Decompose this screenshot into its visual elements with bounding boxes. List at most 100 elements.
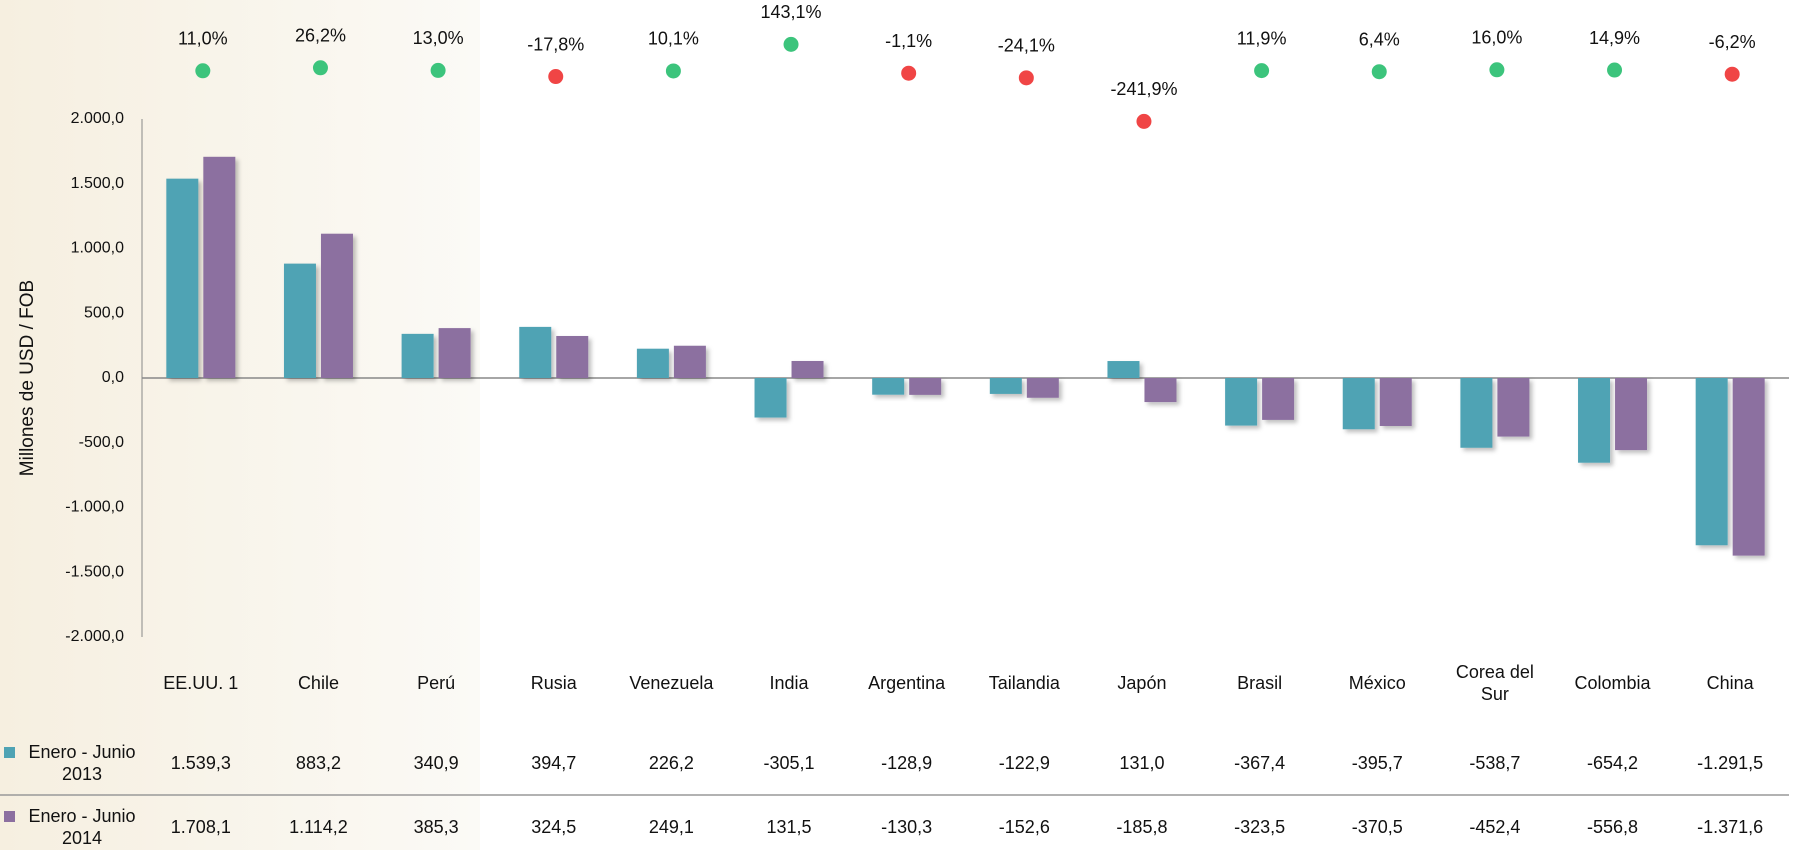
- bar: [166, 179, 198, 378]
- table-value: -370,5: [1352, 816, 1403, 838]
- x-tick-label: Corea del Sur: [1445, 661, 1545, 705]
- table-value: 1.114,2: [289, 816, 348, 838]
- table-value: -305,1: [764, 752, 815, 774]
- x-tick-label: Venezuela: [621, 672, 721, 694]
- bar: [1460, 378, 1492, 448]
- bar: [203, 157, 235, 378]
- x-tick-label: Brasil: [1210, 672, 1310, 694]
- table-value: 131,5: [767, 816, 812, 838]
- x-tick-label: México: [1327, 672, 1427, 694]
- change-label: 10,1%: [648, 29, 699, 49]
- table-value: 394,7: [531, 752, 576, 774]
- table-value: -367,4: [1234, 752, 1285, 774]
- bar: [792, 361, 824, 378]
- change-dot: [431, 63, 446, 78]
- bar: [755, 378, 787, 418]
- x-tick-label: China: [1680, 672, 1780, 694]
- change-dot: [901, 66, 916, 81]
- bar: [321, 234, 353, 378]
- change-dot: [1489, 62, 1504, 77]
- x-tick-label: Colombia: [1563, 672, 1663, 694]
- legend-swatch: [4, 747, 15, 758]
- change-dot: [1254, 63, 1269, 78]
- table-value: 340,9: [414, 752, 459, 774]
- change-dot: [313, 60, 328, 75]
- table-value: -185,8: [1116, 816, 1167, 838]
- table-value: -130,3: [881, 816, 932, 838]
- table-value: -452,4: [1469, 816, 1520, 838]
- legend-swatch: [4, 811, 15, 822]
- change-label: 6,4%: [1359, 29, 1400, 49]
- change-dot: [1607, 63, 1622, 78]
- table-value: 324,5: [531, 816, 576, 838]
- bar: [1733, 378, 1765, 556]
- y-tick-label: 0,0: [102, 369, 124, 386]
- table-value: -556,8: [1587, 816, 1638, 838]
- change-dot: [195, 63, 210, 78]
- table-value: -538,7: [1469, 752, 1520, 774]
- x-tick-label: EE.UU. 1: [151, 672, 251, 694]
- table-value: 226,2: [649, 752, 694, 774]
- change-dot: [784, 37, 799, 52]
- y-tick-label: 1.000,0: [71, 240, 124, 257]
- bar: [1144, 378, 1176, 402]
- change-label: -24,1%: [998, 36, 1055, 56]
- bar: [1262, 378, 1294, 420]
- change-dot: [1725, 67, 1740, 82]
- table-value: -122,9: [999, 752, 1050, 774]
- bar: [1027, 378, 1059, 398]
- bar: [402, 334, 434, 378]
- change-dot: [548, 69, 563, 84]
- change-label: 16,0%: [1471, 28, 1522, 48]
- change-label: -17,8%: [527, 34, 584, 54]
- bar: [1497, 378, 1529, 437]
- change-dot: [666, 63, 681, 78]
- legend-label: Enero - Junio 2014: [22, 805, 142, 849]
- y-tick-label: -2.000,0: [65, 628, 124, 645]
- change-label: 11,0%: [178, 29, 228, 49]
- bar: [1696, 378, 1728, 545]
- bar: [519, 327, 551, 378]
- y-axis-label: Millones de USD / FOB: [17, 280, 38, 476]
- table-value: 1.539,3: [171, 752, 231, 774]
- bar: [1615, 378, 1647, 450]
- change-label: 143,1%: [761, 2, 822, 22]
- bar: [1225, 378, 1257, 426]
- change-label: -1,1%: [885, 31, 932, 51]
- table-value: 385,3: [414, 816, 459, 838]
- y-tick-label: -1.000,0: [65, 499, 124, 516]
- legend-label: Enero - Junio 2013: [22, 741, 142, 785]
- change-label: 11,9%: [1237, 28, 1287, 48]
- change-dot: [1019, 70, 1034, 85]
- x-tick-label: Chile: [268, 672, 368, 694]
- x-tick-label: Rusia: [504, 672, 604, 694]
- table-value: -1.371,6: [1697, 816, 1763, 838]
- y-tick-label: 500,0: [84, 304, 124, 321]
- y-tick-label: 2.000,0: [71, 110, 124, 127]
- bar: [872, 378, 904, 395]
- table-value: 1.708,1: [171, 816, 231, 838]
- table-value: -395,7: [1352, 752, 1403, 774]
- x-tick-label: India: [739, 672, 839, 694]
- x-tick-label: Argentina: [857, 672, 957, 694]
- change-label: 13,0%: [413, 28, 464, 48]
- bar: [1578, 378, 1610, 463]
- x-tick-label: Perú: [386, 672, 486, 694]
- bar: [674, 346, 706, 378]
- bar: [909, 378, 941, 395]
- change-dot: [1136, 114, 1151, 129]
- background-panel: [0, 0, 480, 850]
- change-label: 26,2%: [295, 26, 346, 46]
- table-value: -128,9: [881, 752, 932, 774]
- x-tick-label: Japón: [1092, 672, 1192, 694]
- y-tick-label: -500,0: [79, 434, 124, 451]
- change-label: -241,9%: [1110, 79, 1177, 99]
- change-label: -6,2%: [1709, 32, 1756, 52]
- table-value: -152,6: [999, 816, 1050, 838]
- change-dot: [1372, 64, 1387, 79]
- bar: [556, 336, 588, 378]
- chart: Millones de USD / FOB 2.000,01.500,01.00…: [0, 0, 1797, 850]
- bar: [990, 378, 1022, 394]
- bar: [1107, 361, 1139, 378]
- table-value: 249,1: [649, 816, 694, 838]
